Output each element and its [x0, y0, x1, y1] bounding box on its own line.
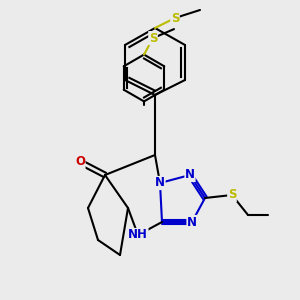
Text: O: O [75, 155, 85, 169]
Text: S: S [228, 188, 236, 202]
Text: N: N [155, 176, 165, 190]
Text: N: N [187, 215, 197, 229]
Text: S: S [171, 11, 179, 25]
Text: N: N [185, 169, 195, 182]
Text: S: S [149, 32, 157, 45]
Text: NH: NH [128, 229, 148, 242]
